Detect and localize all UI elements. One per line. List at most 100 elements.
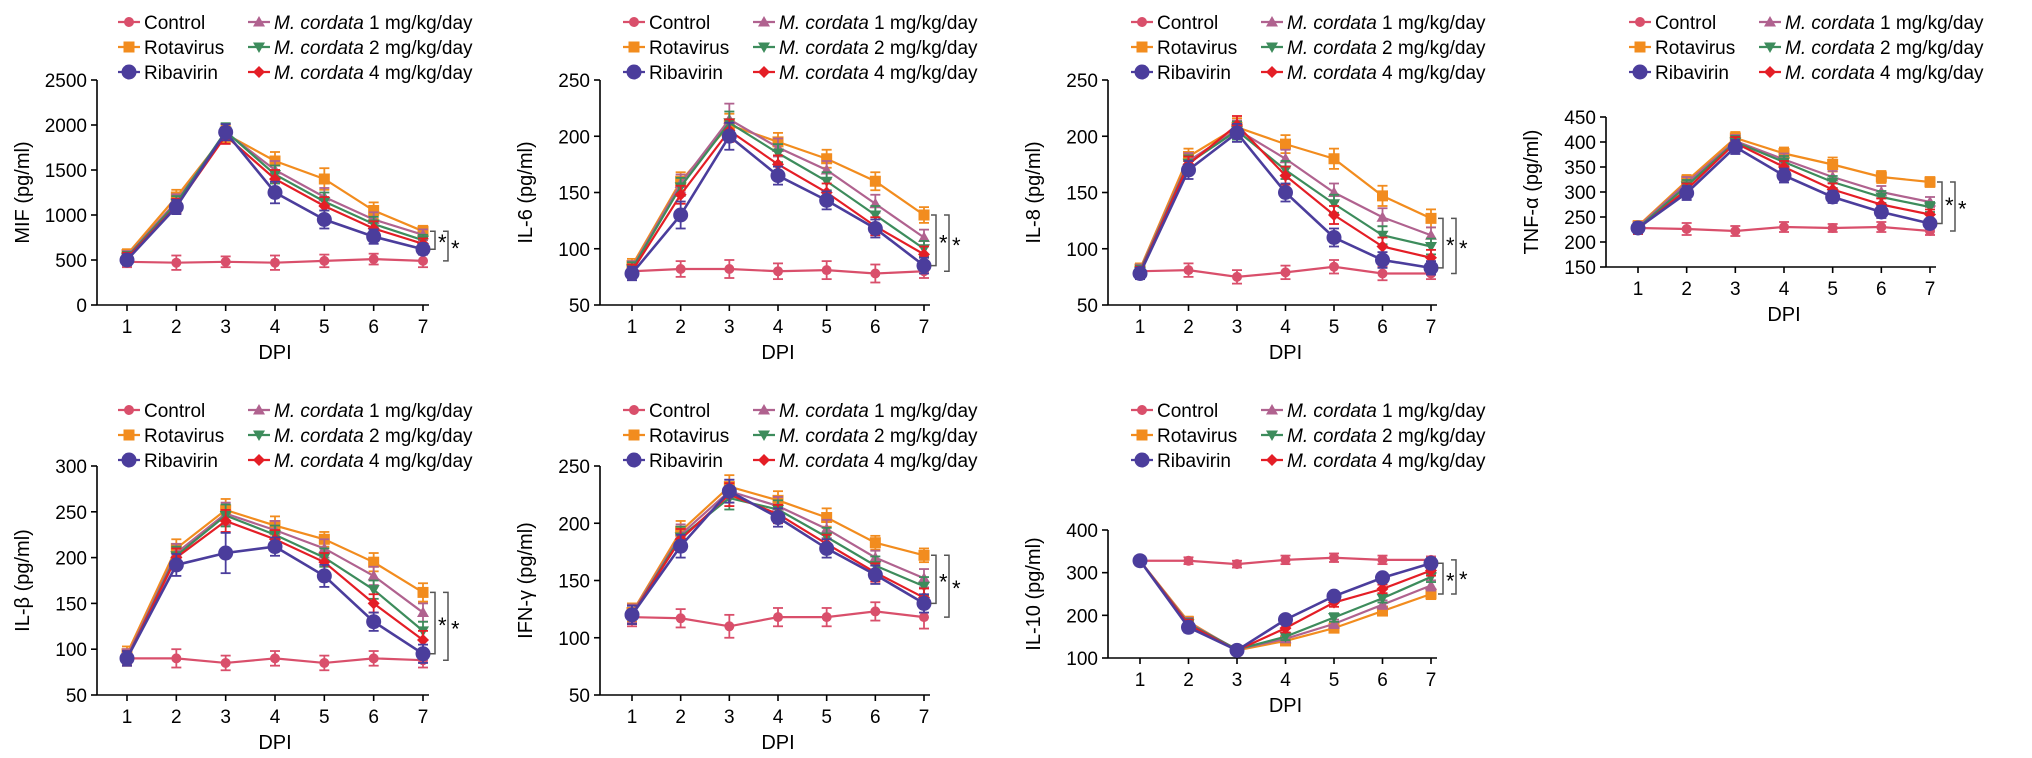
data-point [368,556,380,568]
x-tick-label: 5 [319,707,330,728]
data-point [316,568,332,584]
y-tick-label: 350 [1564,158,1596,179]
data-point [819,540,835,556]
data-point [870,606,881,617]
significance-mark: * [451,236,460,261]
legend-marker [124,405,134,415]
x-tick-label: 3 [220,707,231,728]
data-point [869,210,882,221]
y-tick-label: 150 [55,594,87,615]
x-tick-label: 2 [171,317,182,338]
data-point [916,258,932,274]
series-control [1633,221,1935,237]
data-point [1232,559,1242,570]
x-tick-label: 1 [627,317,638,338]
significance-mark: * [1459,236,1468,261]
data-point [1329,552,1339,563]
legend-marker [1134,452,1150,468]
significance-bracket-inner [1438,562,1444,595]
significance-bracket-inner [430,591,436,655]
data-point [318,173,330,185]
data-point [1875,171,1887,183]
data-point [918,209,930,221]
data-point [773,612,783,623]
data-point [415,241,431,257]
x-tick-label: 3 [1232,670,1243,691]
data-point [1376,240,1389,253]
legend-label-suffix: 4 mg/kg/day [1875,63,1984,84]
data-point [267,185,283,200]
x-tick-label: 1 [122,707,133,728]
legend-label-italic: M. cordata [1287,13,1377,34]
data-point [1376,211,1389,222]
x-tick-label: 3 [1730,279,1741,300]
legend: Control Rotavirus Ribavirin M. cordata 1 mg… [1131,13,1486,84]
legend-label-mc1: M. cordata 1 mg/kg/day [779,13,978,34]
legend-label-control: Control [1157,401,1218,422]
series-mc1 [626,102,930,276]
y-tick-label: 200 [1066,606,1098,627]
significance-bracket-inner [1438,217,1444,269]
y-tick-label: 300 [1066,564,1098,585]
x-tick-label: 5 [1329,670,1340,691]
legend: Control Rotavirus Ribavirin M. cordata 1 mg… [623,13,978,84]
data-point [1825,189,1841,205]
y-tick-label: 50 [66,686,87,707]
data-point [1326,588,1342,604]
data-point [1376,593,1389,605]
legend-marker [1266,430,1278,441]
legend-label-italic: M. cordata [779,401,869,422]
data-point [318,200,331,212]
legend-label-rota: Rotavirus [144,38,224,59]
y-tick-label: 250 [1066,71,1098,92]
legend-label-suffix: 1 mg/kg/day [1875,13,1984,34]
data-point [624,607,640,623]
x-tick-label: 5 [821,707,832,728]
legend-label-mc2: M. cordata 2 mg/kg/day [1287,426,1486,447]
significance-mark: * [438,613,447,638]
legend-label-rota: Rotavirus [1157,38,1237,59]
data-point [1779,222,1789,232]
data-point [171,257,182,268]
data-point [1924,202,1936,213]
data-point [867,567,883,583]
data-point [1280,267,1291,278]
y-axis-label: TNF-α (pg/ml) [1521,130,1543,255]
legend-marker [253,454,265,466]
y-axis-label: IFN-γ (pg/ml) [515,522,537,639]
legend-label-mc2: M. cordata 2 mg/kg/day [1287,38,1486,59]
data-point [773,266,783,277]
legend-label-mc1: M. cordata 1 mg/kg/day [274,13,473,34]
y-tick-label: 450 [1564,108,1596,129]
legend-label-mc1: M. cordata 1 mg/kg/day [1287,13,1486,34]
legend-label-italic: M. cordata [274,426,364,447]
y-tick-label: 0 [76,296,87,317]
data-point [819,192,835,208]
legend-label-suffix: 1 mg/kg/day [869,13,978,34]
series-riba [624,121,932,282]
series-mc2 [1134,556,1437,656]
x-tick-label: 2 [1681,279,1692,300]
legend-marker [253,404,265,415]
data-point [171,653,182,664]
y-tick-label: 100 [558,629,590,650]
legend-label-suffix: 1 mg/kg/day [364,401,473,422]
data-point [1329,261,1339,272]
x-tick-label: 2 [675,317,686,338]
x-tick-label: 7 [1426,670,1437,691]
legend-marker [758,430,770,441]
legend-marker [1266,16,1278,27]
legend-label-suffix: 2 mg/kg/day [1377,426,1486,447]
series-rota [626,112,930,274]
chart-panel-5: 50 100 150 200 250 300 1 2 3 4 5 6 7 DPI IL-β (pg/ml) *… [12,401,473,754]
data-point [1730,226,1741,236]
data-point [1278,185,1293,200]
data-point [770,168,786,184]
legend-marker [758,16,770,27]
legend-marker [1137,405,1147,415]
legend-marker [629,17,639,27]
data-point [119,650,135,666]
legend-label-mc2: M. cordata 2 mg/kg/day [1785,38,1984,59]
legend-label-suffix: 4 mg/kg/day [869,63,978,84]
